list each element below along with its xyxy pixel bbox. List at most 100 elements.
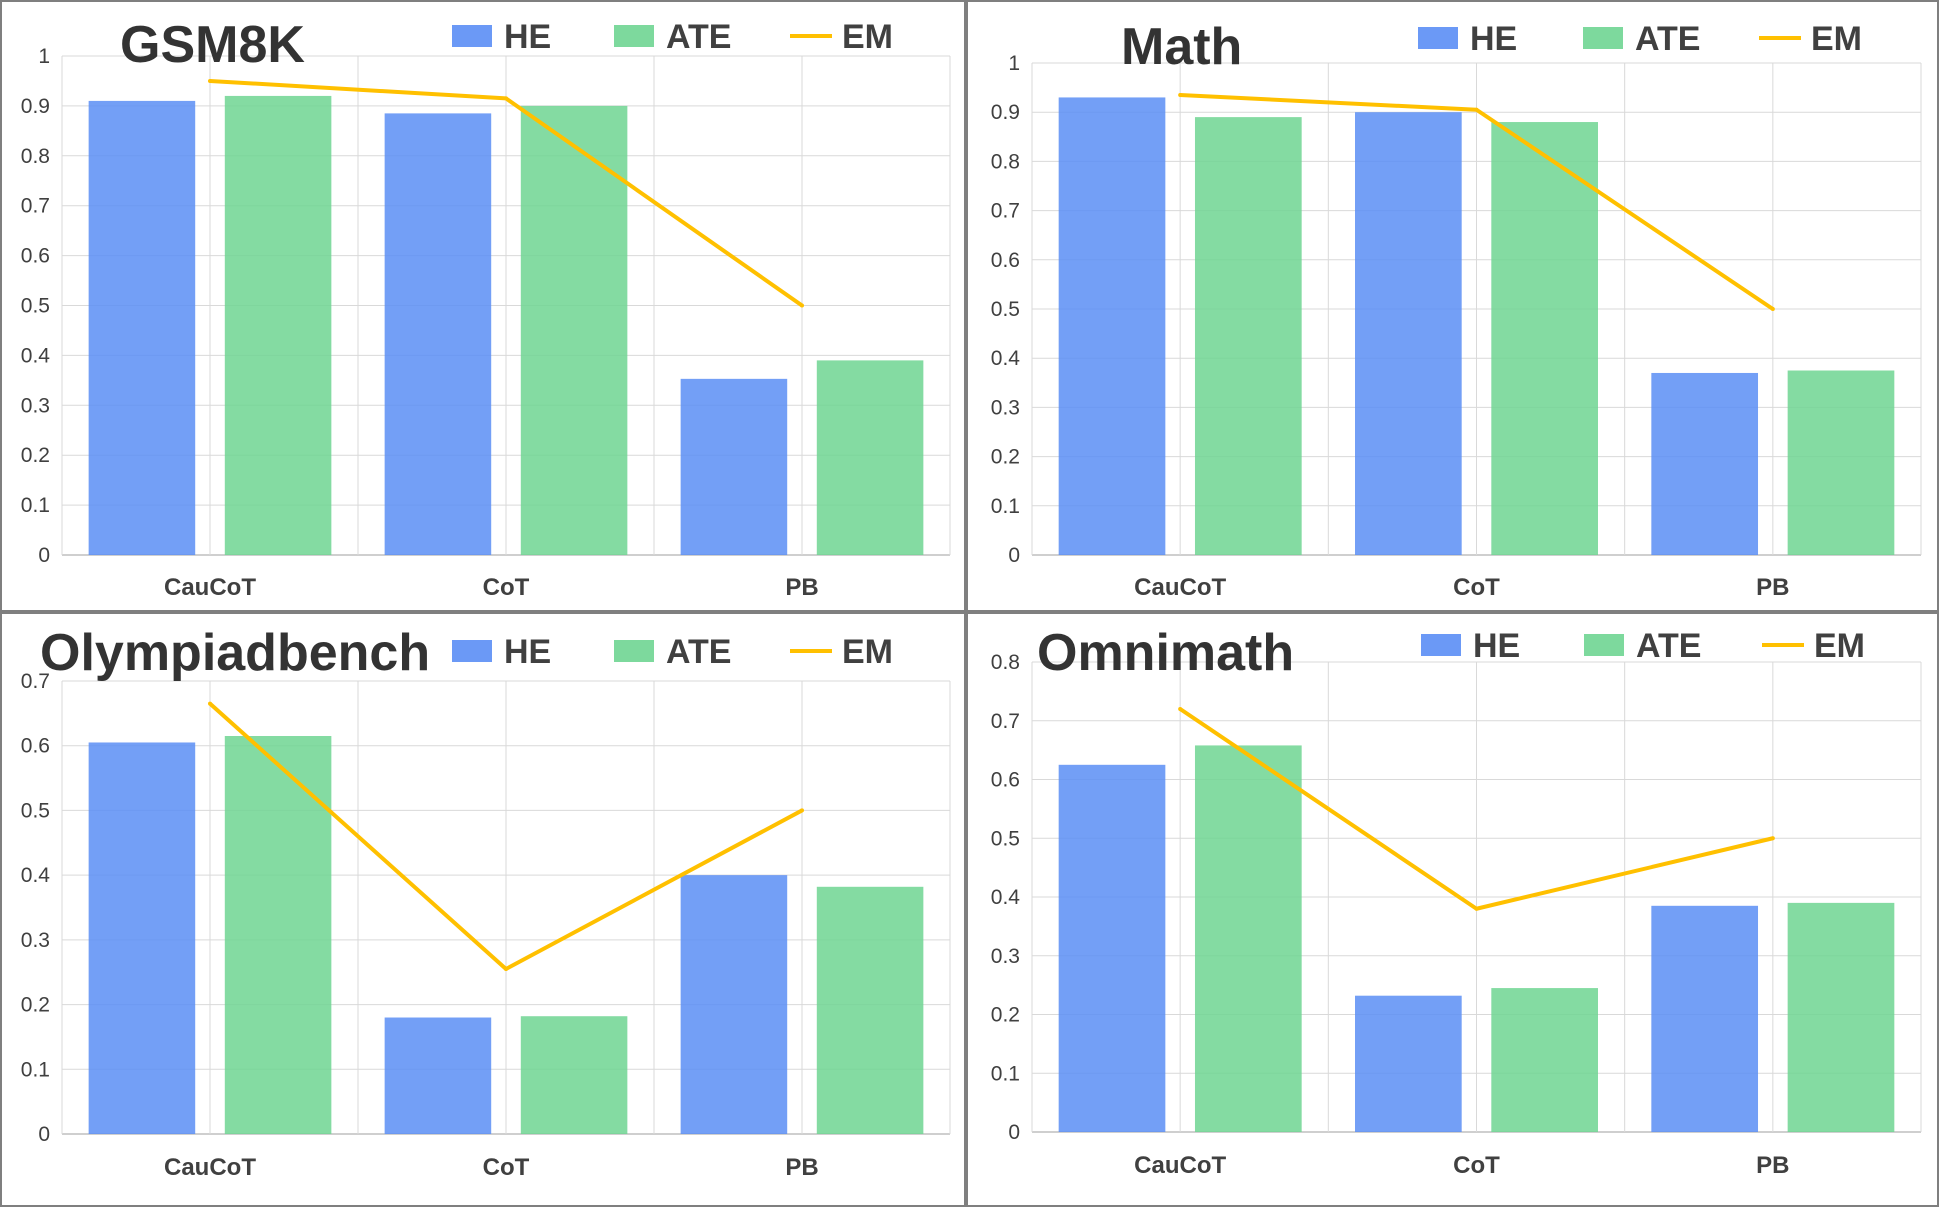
point-em-cot: [1474, 107, 1479, 112]
legend-label-ate: ATE: [666, 633, 731, 671]
y-tick-label: 0.4: [991, 347, 1021, 370]
x-tick-label-caucot: CauCoT: [164, 574, 256, 601]
legend-label-em: EM: [1814, 627, 1865, 665]
y-tick-label: 0.6: [991, 249, 1020, 272]
y-tick-label: 0.7: [21, 195, 50, 218]
x-tick-label-cot: CoT: [483, 1154, 530, 1181]
y-tick-label: 0.1: [991, 495, 1020, 518]
bar-he-caucot: [88, 100, 196, 555]
x-tick-label-pb: PB: [785, 1154, 818, 1181]
y-tick-label: 0.7: [21, 670, 50, 693]
chart-panel-omnimath: 0 0.1 0.2 0.3 0.4 0.5 0.6 0.7 0.8 CauCoT CoT PB Omni…: [966, 612, 1939, 1207]
legend-label-he: HE: [504, 18, 551, 56]
legend-swatch-he: [452, 25, 492, 47]
bar-ate-cot: [520, 1016, 628, 1134]
y-tick-label: 0.8: [991, 150, 1020, 173]
y-tick-label: 0.6: [21, 245, 50, 268]
y-tick-label: 0.9: [21, 95, 50, 118]
bar-he-caucot: [1058, 764, 1166, 1132]
chart-title: GSM8K: [120, 16, 305, 74]
y-tick-label: 0.2: [991, 1004, 1020, 1027]
point-em-caucot: [1178, 707, 1183, 711]
legend-swatch-ate: [614, 640, 654, 662]
y-tick-label: 1: [1008, 52, 1020, 75]
y-tick-label: 0.8: [21, 145, 50, 168]
bar-he-cot: [1355, 112, 1462, 555]
legend-label-em: EM: [842, 18, 893, 56]
x-tick-label-caucot: CauCoT: [164, 1154, 256, 1181]
y-tick-label: 0.4: [21, 864, 51, 887]
bar-he-cot: [384, 113, 492, 555]
point-em-pb: [1770, 836, 1775, 841]
bar-he-cot: [1355, 995, 1462, 1132]
bar-ate-pb: [816, 360, 924, 555]
legend-label-ate: ATE: [1635, 20, 1700, 58]
y-tick-label: 0.8: [991, 651, 1020, 674]
chart-title: Math: [1121, 18, 1242, 76]
bar-he-caucot: [88, 742, 196, 1134]
x-tick-label-cot: CoT: [1453, 574, 1500, 601]
y-tick-label: 1: [38, 45, 50, 68]
bar-ate-cot: [1491, 988, 1598, 1132]
y-tick-label: 0.3: [21, 929, 50, 952]
legend-label-he: HE: [504, 633, 551, 671]
y-tick-label: 0.3: [991, 396, 1020, 419]
point-em-pb: [1770, 307, 1775, 311]
y-tick-label: 0.6: [991, 769, 1020, 792]
bar-he-pb: [1651, 372, 1759, 555]
y-tick-label: 0.7: [991, 200, 1020, 223]
legend-swatch-ate: [614, 25, 654, 47]
legend-label-he: HE: [1473, 627, 1520, 665]
bar-he-pb: [680, 378, 788, 555]
chart-title: Olympiadbench: [40, 624, 430, 682]
y-tick-label: 0.2: [21, 444, 50, 467]
legend-label-em: EM: [1811, 20, 1862, 58]
bar-he-caucot: [1058, 97, 1166, 555]
point-em-caucot: [208, 701, 212, 706]
y-tick-label: 0.4: [21, 344, 51, 367]
legend-label-em: EM: [842, 633, 893, 671]
y-tick-label: 0.5: [21, 799, 50, 822]
chart-title: Omnimath: [1037, 624, 1294, 682]
bar-he-cot: [384, 1017, 492, 1134]
y-tick-label: 0.4: [991, 886, 1021, 909]
bar-ate-caucot: [1194, 745, 1302, 1132]
y-tick-label: 0.2: [21, 994, 50, 1017]
legend-swatch-he: [1418, 27, 1458, 49]
y-tick-label: 0: [1008, 544, 1020, 567]
point-em-caucot: [208, 78, 212, 83]
bar-he-pb: [1651, 905, 1759, 1132]
legend-swatch-he: [452, 640, 492, 662]
y-tick-label: 0: [38, 1123, 50, 1146]
x-tick-label-cot: CoT: [483, 574, 530, 601]
y-tick-label: 0.5: [991, 827, 1020, 850]
chart-panel-olympiadbench: 0 0.1 0.2 0.3 0.4 0.5 0.6 0.7 CauCoT CoT PB Olympia…: [0, 612, 966, 1207]
y-tick-label: 0.5: [991, 298, 1020, 321]
point-em-caucot: [1178, 92, 1183, 97]
legend-swatch-ate: [1583, 27, 1623, 49]
y-tick-label: 0.9: [991, 101, 1020, 124]
x-tick-label-caucot: CauCoT: [1134, 1152, 1226, 1179]
point-em-cot: [504, 96, 508, 101]
bar-ate-pb: [816, 886, 924, 1134]
chart-panel-gsm8k: 0 0.1 0.2 0.3 0.4 0.5 0.6 0.7 0.8 0.9 1 CauCoT CoT PB…: [0, 0, 966, 612]
legend-swatch-he: [1421, 634, 1461, 656]
bar-he-pb: [680, 875, 788, 1134]
y-tick-label: 0.7: [991, 710, 1020, 733]
y-tick-label: 0.1: [21, 494, 50, 517]
bar-ate-caucot: [1194, 117, 1302, 556]
bar-ate-cot: [520, 105, 628, 556]
y-tick-label: 0.1: [21, 1058, 50, 1081]
y-tick-label: 0.3: [991, 945, 1020, 968]
x-tick-label-pb: PB: [1756, 574, 1789, 601]
x-tick-label-pb: PB: [1756, 1152, 1789, 1179]
x-tick-label-cot: CoT: [1453, 1152, 1500, 1179]
bar-ate-pb: [1787, 370, 1895, 555]
y-tick-label: 0.3: [21, 394, 50, 417]
bar-ate-caucot: [224, 736, 332, 1134]
bar-ate-caucot: [224, 95, 332, 556]
y-tick-label: 0.2: [991, 446, 1020, 469]
point-em-cot: [504, 966, 508, 971]
y-tick-label: 0.6: [21, 735, 50, 758]
